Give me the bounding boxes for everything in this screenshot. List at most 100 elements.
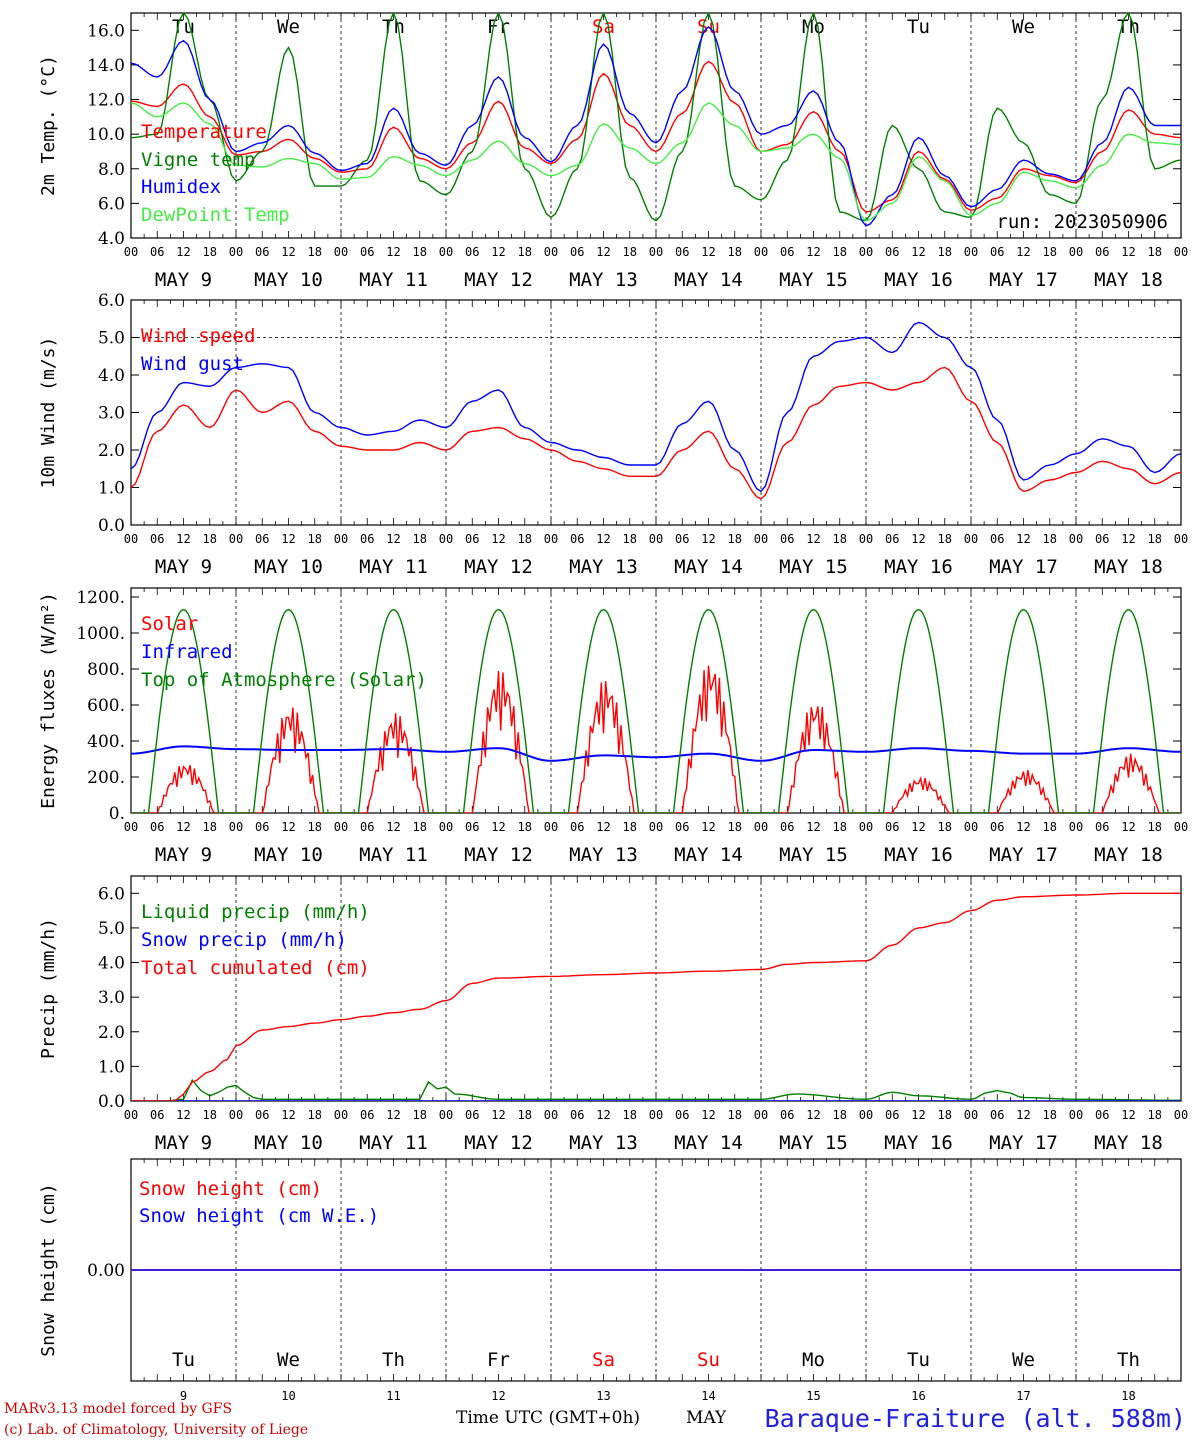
x-hour-label: 00 [124, 532, 138, 546]
model-credit: MARv3.13 model forced by GFS [4, 1401, 232, 1417]
x-hour-label: 12 [491, 532, 505, 546]
x-hour-label: 06 [780, 245, 794, 259]
x-hour-label: 18 [833, 820, 847, 834]
x-hour-label: 06 [150, 1108, 164, 1122]
y-tick-label: 0.00 [87, 1261, 125, 1281]
x-hour-label: 12 [281, 245, 295, 259]
y-tick-label: 800. [87, 660, 125, 680]
x-hour-label: 06 [990, 245, 1004, 259]
x-hour-label: 12 [1121, 1108, 1135, 1122]
x-date-label: MAY 15 [779, 269, 848, 291]
x-hour-label: 00 [754, 820, 768, 834]
x-hour-label: 06 [360, 1108, 374, 1122]
x-hour-label: 12 [176, 1108, 190, 1122]
x-hour-label: 18 [938, 1108, 952, 1122]
x-hour-label: 06 [885, 820, 899, 834]
x-hour-label: 18 [938, 820, 952, 834]
x-hour-label: 06 [465, 532, 479, 546]
x-date-label: MAY 18 [1094, 269, 1163, 291]
series-line [131, 665, 1181, 813]
x-hour-label: 06 [150, 532, 164, 546]
series-group [131, 321, 1181, 500]
x-hour-label: 12 [1016, 532, 1030, 546]
x-hour-label: 06 [360, 820, 374, 834]
x-date-label: MAY 15 [779, 556, 848, 578]
day-number-label: 17 [1016, 1389, 1030, 1403]
y-tick-label: 4.0 [98, 229, 125, 249]
x-hour-label: 18 [518, 245, 532, 259]
x-date-label: MAY 9 [155, 1132, 212, 1154]
legend-entry: Wind gust [141, 353, 244, 375]
footer: MARv3.13 model forced by GFS (c) Lab. of … [4, 1401, 1186, 1438]
series-line [131, 1078, 1181, 1101]
x-hour-label: 00 [334, 245, 348, 259]
x-hour-label: 18 [1043, 820, 1057, 834]
legend-entry: Temperature [141, 121, 267, 143]
x-hour-label: 12 [1121, 245, 1135, 259]
x-hour-label: 00 [649, 532, 663, 546]
x-hour-label: 06 [885, 1108, 899, 1122]
y-tick-label: 14.0 [87, 56, 125, 76]
x-hour-label: 18 [623, 245, 637, 259]
x-date-label: MAY 18 [1094, 844, 1163, 866]
day-of-week-label: Su [697, 1349, 720, 1371]
y-tick-label: 6.0 [98, 884, 125, 904]
x-hour-label: 00 [334, 1108, 348, 1122]
x-hour-label: 00 [334, 820, 348, 834]
x-hour-label: 18 [623, 1108, 637, 1122]
y-tick-label: 1000. [76, 624, 125, 644]
x-hour-label: 00 [544, 532, 558, 546]
x-hour-label: 12 [701, 820, 715, 834]
x-date-label: MAY 12 [464, 1132, 533, 1154]
x-hour-label: 12 [596, 532, 610, 546]
x-date-label: MAY 9 [155, 844, 212, 866]
x-hour-label: 18 [1148, 820, 1162, 834]
x-hour-label: 12 [596, 245, 610, 259]
x-hour-label: 00 [439, 245, 453, 259]
x-date-label: MAY 9 [155, 556, 212, 578]
x-hour-label: 06 [885, 532, 899, 546]
y-tick-label: 0. [109, 804, 125, 824]
day-of-week-label: Mo [802, 1349, 825, 1371]
station-title: Baraque-Fraiture (alt. 588m) [765, 1404, 1186, 1433]
x-date-label: MAY 13 [569, 844, 638, 866]
x-hour-label: 00 [754, 245, 768, 259]
x-hour-label: 06 [885, 245, 899, 259]
x-hour-label: 00 [1069, 532, 1083, 546]
x-date-label: MAY 13 [569, 269, 638, 291]
x-hour-label: 06 [780, 532, 794, 546]
y-tick-label: 16.0 [87, 21, 125, 41]
x-hour-label: 18 [203, 820, 217, 834]
x-hour-label: 06 [1095, 1108, 1109, 1122]
x-hour-label: 18 [518, 820, 532, 834]
x-date-label: MAY 16 [884, 269, 953, 291]
x-hour-label: 12 [911, 245, 925, 259]
y-tick-label: 3.0 [98, 988, 125, 1008]
x-hour-label: 06 [150, 245, 164, 259]
x-hour-label: 06 [780, 1108, 794, 1122]
x-hour-label: 00 [859, 532, 873, 546]
series-group [131, 892, 1181, 1101]
x-hour-label: 18 [938, 532, 952, 546]
x-hour-label: 06 [255, 820, 269, 834]
x-hour-label: 06 [570, 532, 584, 546]
x-date-label: MAY 10 [254, 844, 323, 866]
x-date-label: MAY 17 [989, 269, 1058, 291]
x-hour-label: 06 [990, 820, 1004, 834]
y-axis-label: Energy fluxes (W/m²) [38, 592, 59, 809]
panel-2: 0.0 1.0 2.0 3.0 4.0 5.0 6.0 10m Wind (m/s) 00 06 1… [38, 291, 1188, 578]
x-hour-label: 00 [964, 820, 978, 834]
x-date-label: MAY 14 [674, 556, 743, 578]
y-tick-label: 3.0 [98, 404, 125, 424]
y-tick-label: 0.0 [98, 516, 125, 536]
y-tick-label: 1.0 [98, 479, 125, 499]
x-date-label: MAY 14 [674, 844, 743, 866]
x-hour-label: 06 [675, 1108, 689, 1122]
x-hour-label: 00 [754, 1108, 768, 1122]
x-hour-label: 00 [649, 820, 663, 834]
x-hour-label: 18 [623, 532, 637, 546]
y-tick-label: 2.0 [98, 1023, 125, 1043]
y-tick-label: 8.0 [98, 160, 125, 180]
x-hour-label: 12 [281, 532, 295, 546]
x-hour-label: 06 [465, 245, 479, 259]
